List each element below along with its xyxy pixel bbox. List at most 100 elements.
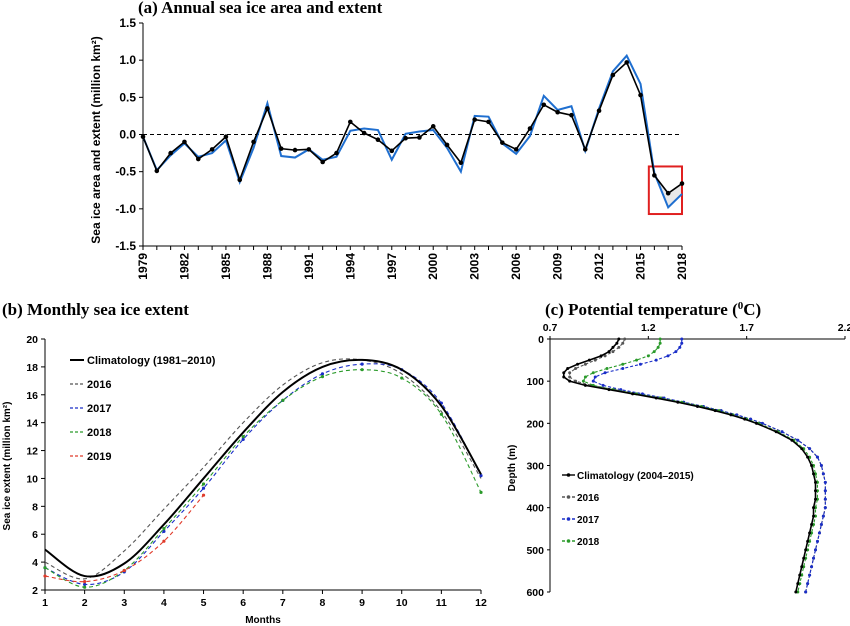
panel-b-point: [360, 368, 364, 372]
panel-b-y-tick-label: 20: [26, 334, 38, 346]
title-b: (b) Monthly sea ice extent: [2, 300, 189, 319]
panel-c-point: [814, 497, 817, 501]
panel-b-xlabel: Months: [245, 615, 281, 626]
panel-a-point: [472, 117, 477, 122]
panel-a-y-tick-label: 0.0: [119, 128, 136, 142]
panel-b-y-tick-label: 16: [26, 390, 38, 402]
panel-c-point: [823, 506, 827, 510]
panel-c-point: [823, 480, 827, 484]
panel-a-x-tick-label: 2015: [634, 253, 648, 280]
panel-c-point: [729, 413, 733, 417]
panel-c-point: [749, 417, 753, 421]
panel-c-point: [568, 371, 572, 375]
panel-a-x-tick-label: 1994: [343, 253, 357, 280]
panel-c-point: [806, 582, 810, 586]
panel-a-y-tick-label: 1.5: [119, 16, 136, 30]
panel-c-point: [810, 523, 814, 527]
panel-c-point: [623, 337, 627, 341]
panel-a-point: [500, 140, 505, 145]
panel-c-point: [806, 539, 810, 543]
panel-a-x-tick-label: 1991: [302, 253, 316, 280]
panel-c-point: [621, 367, 625, 371]
panel-a-point: [168, 150, 173, 156]
panel-a-series-line-1: [142, 61, 683, 195]
panel-a-ylabel: Sea ice area and extent (million km²): [89, 36, 103, 243]
panel-b-y-tick-label: 18: [26, 362, 38, 374]
panel-b-point: [162, 527, 166, 531]
panel-c-point: [611, 350, 615, 354]
panel-b-legend: Climatology (1981–2010) 2016 2017 2018 2019: [70, 355, 216, 463]
panel-a-point: [444, 142, 450, 148]
panel-c-point: [607, 350, 611, 354]
panel-a-point: [652, 173, 657, 178]
panel-a-point: [251, 139, 256, 145]
panel-c-point: [583, 383, 587, 387]
panel-a-point: [278, 146, 284, 151]
panel-c-point: [819, 464, 823, 467]
panel-c-point: [819, 523, 823, 527]
panel-c-point: [562, 375, 566, 379]
panel-a-point: [237, 177, 243, 183]
panel-a-x-tick-label: 1979: [136, 253, 150, 280]
panel-c-ylabel: Depth (m): [507, 445, 518, 492]
panel-a-point: [320, 159, 325, 165]
panel-a-x-tick-label: 2009: [551, 253, 565, 280]
panel-b-x-tick-label: 1: [42, 597, 48, 609]
panel-c-point: [821, 514, 825, 518]
panel-b-x-tick-label: 9: [359, 597, 365, 609]
panel-a-x-tick-label: 2006: [509, 253, 523, 280]
panel-c-legend: Climatology (2004–2015) 2016 2017 2018: [562, 471, 694, 548]
panel-c-legend-label: 2018: [577, 537, 600, 548]
panel-a-point: [527, 126, 533, 131]
panel-b-point: [479, 490, 483, 494]
panel-a-point: [665, 190, 671, 196]
panel-c-series-line-0: [562, 338, 817, 593]
panel-a-point: [458, 160, 464, 166]
panel-c-x-tick-label: 1.7: [739, 322, 754, 334]
panel-b-legend-label: 2016: [87, 379, 111, 391]
panel-c-point: [583, 362, 587, 366]
panel-c-point: [599, 354, 603, 358]
panel-b-point: [201, 482, 206, 486]
panel-b-point: [162, 539, 166, 543]
panel-a-point: [292, 147, 298, 153]
panel-b-point: [281, 398, 285, 402]
panel-c-y-tick-label: 300: [526, 461, 544, 473]
panel-c-point: [800, 565, 804, 569]
panel-a-x-tick-label: 1988: [260, 253, 274, 280]
panel-a-point: [569, 112, 574, 118]
panel-b-y-tick-label: 8: [32, 501, 38, 513]
panel-b-series-line-1: [44, 358, 482, 580]
panel-c-point: [640, 392, 644, 396]
panel-a-point: [486, 119, 491, 125]
panel-c-point: [568, 375, 572, 379]
panel-c-point: [774, 430, 778, 434]
panel-a-point: [555, 109, 560, 115]
panel-c-point: [621, 341, 625, 345]
panel-c-point: [815, 539, 819, 543]
panel-b-x-tick-label: 5: [201, 597, 207, 609]
panel-a-point: [541, 102, 547, 108]
panel-a-point: [638, 92, 643, 98]
panel-c-point: [603, 371, 607, 375]
panel-b-point: [241, 435, 245, 439]
panel-c-point: [605, 367, 609, 371]
panel-c-point: [678, 345, 682, 349]
panel-a-x-tick-label: 1997: [385, 253, 399, 280]
panel-b-x-tick-label: 11: [436, 597, 447, 609]
panel-b-legend-label: 2018: [87, 427, 111, 439]
panel-a-point: [389, 148, 395, 154]
panel-a-point: [306, 147, 312, 152]
panel-c-point: [713, 409, 717, 413]
panel-c-point: [680, 341, 684, 345]
panel-a-x-tick-label: 1985: [219, 253, 233, 280]
panel-a-y-tick-label: 1.0: [119, 53, 136, 67]
panel-b-legend-label: Climatology (1981–2010): [87, 355, 216, 367]
panel-a-x-tick-label: 2012: [592, 253, 606, 280]
panel-c-point: [812, 556, 816, 560]
panel-c-point: [611, 345, 615, 349]
panel-c-legend-marker: [566, 495, 571, 499]
panel-b-y-tick-label: 12: [26, 446, 38, 458]
